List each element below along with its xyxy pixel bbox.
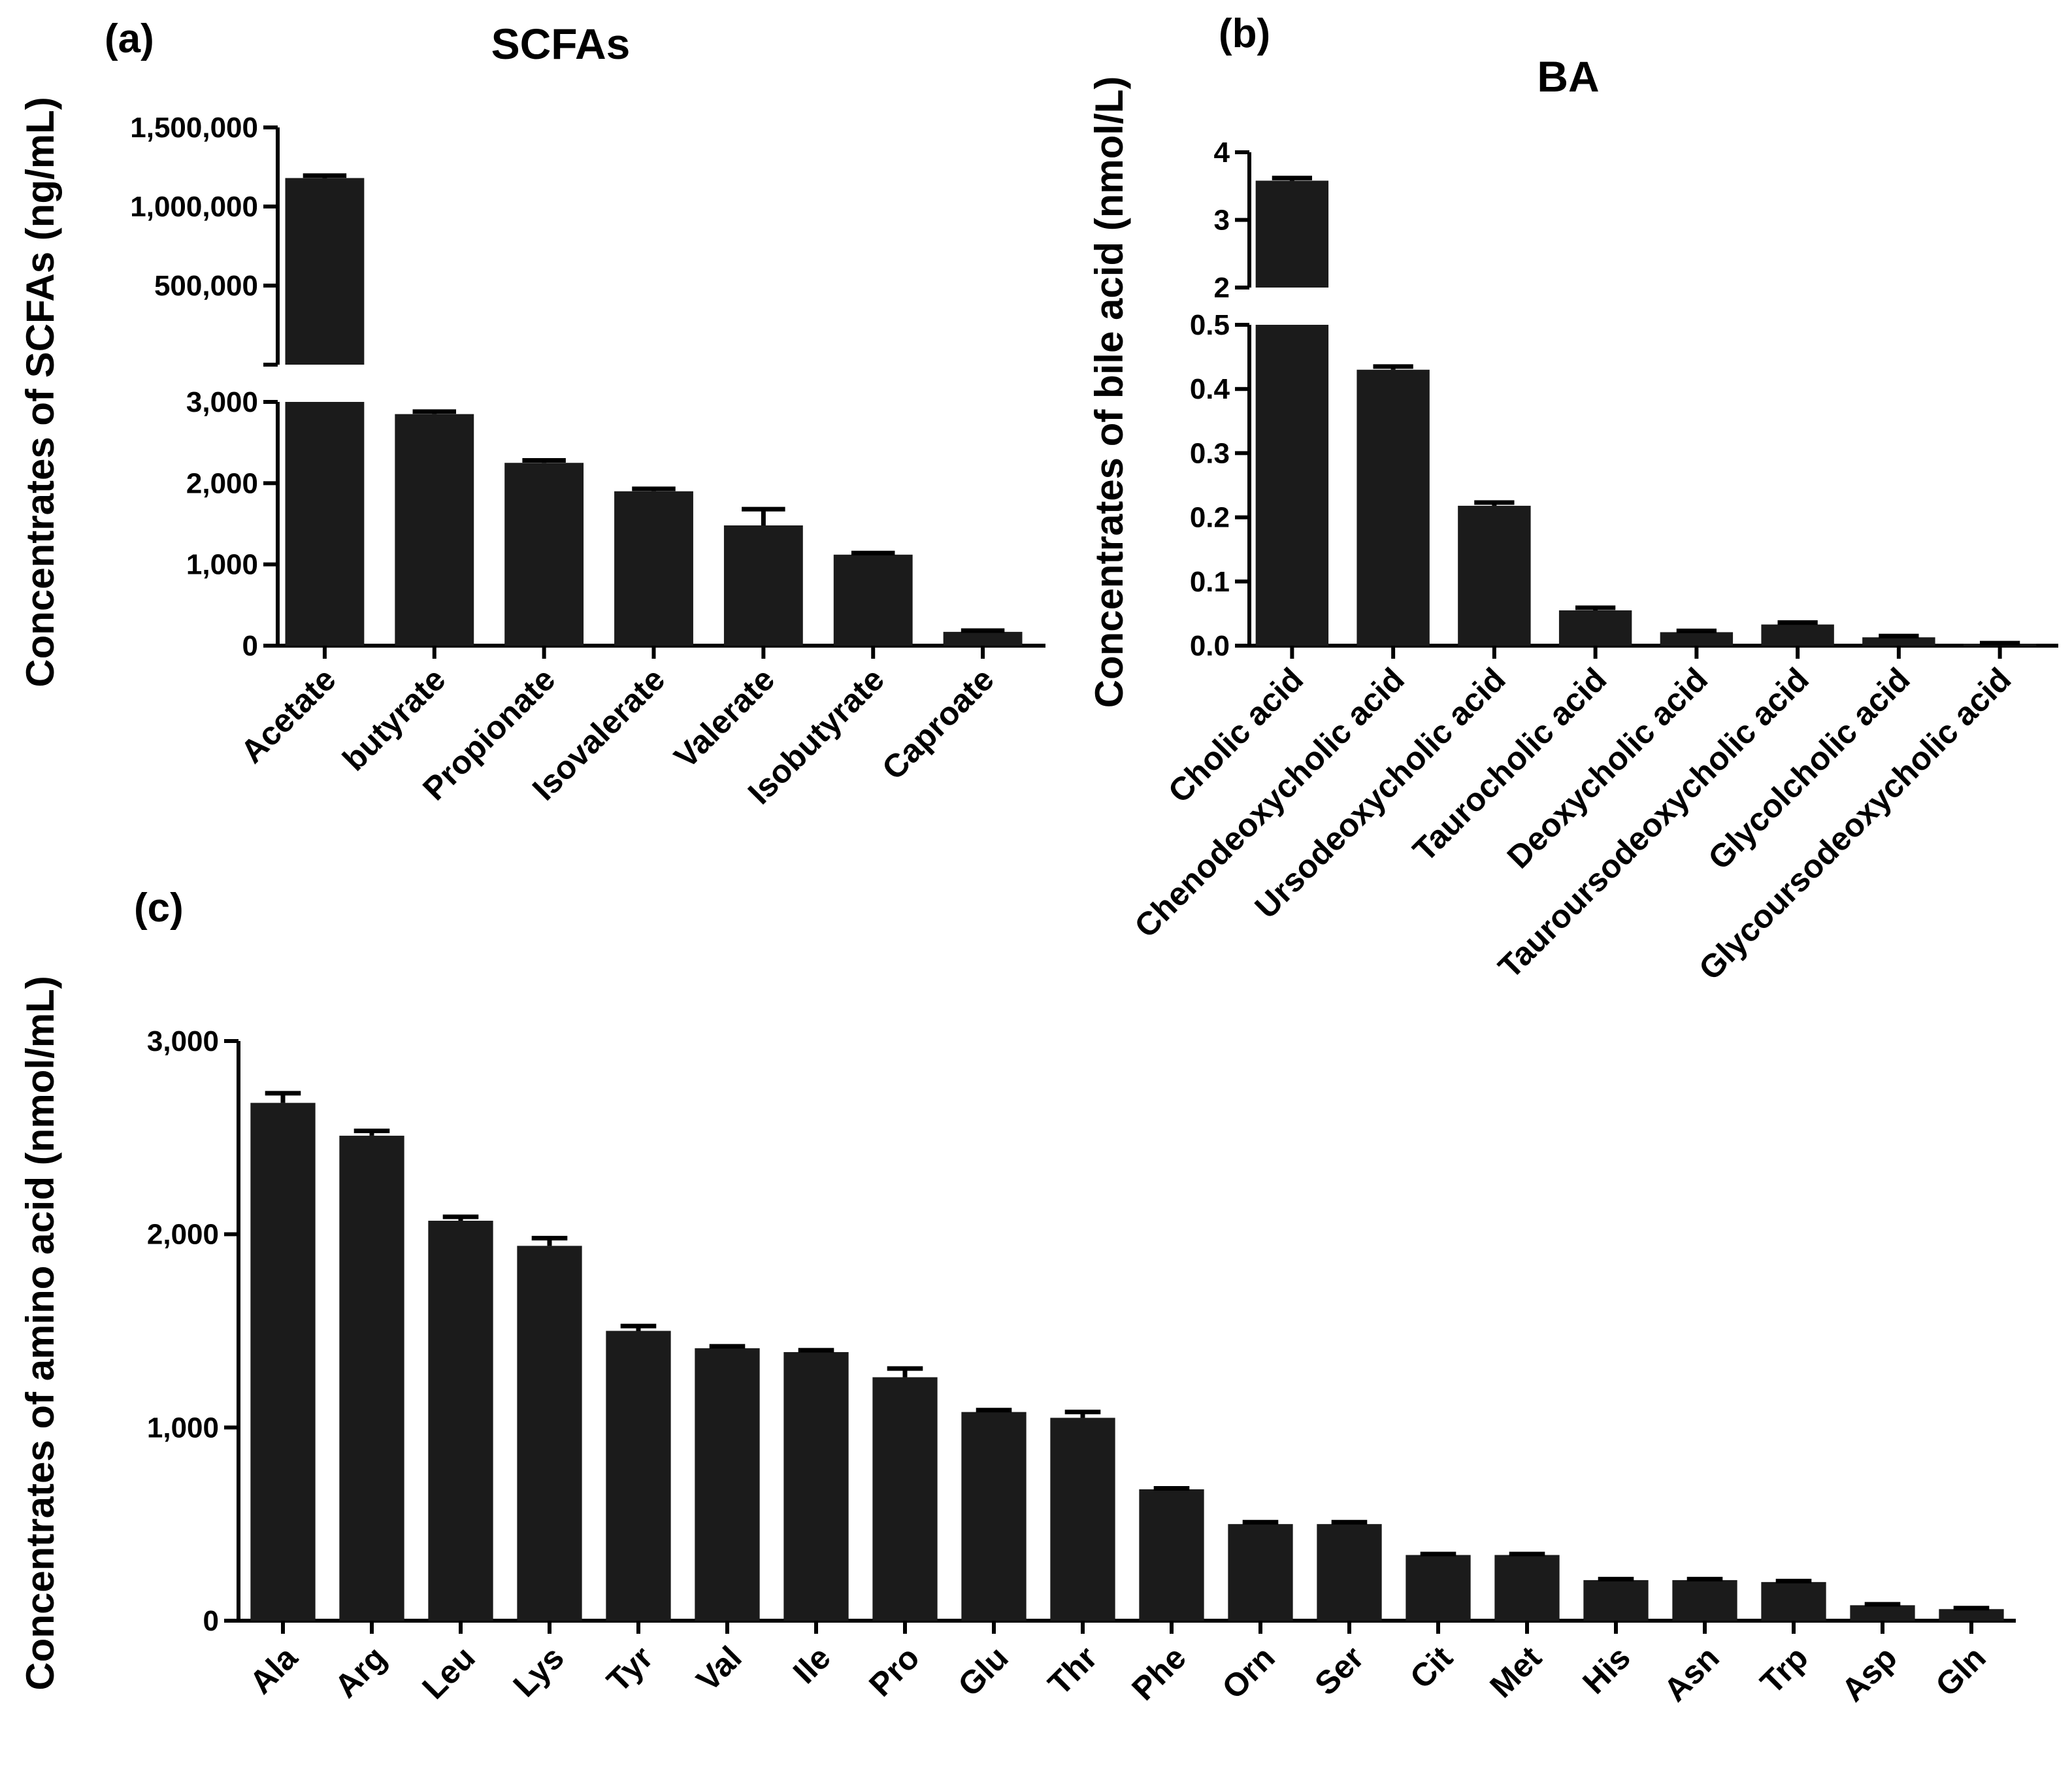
y-tick-label: 2,000 bbox=[186, 467, 258, 499]
category-label: Acetate bbox=[233, 661, 342, 770]
bar-chenodeoxycholic-acid bbox=[1357, 369, 1430, 646]
y-tick-label-upper: 2 bbox=[1214, 272, 1230, 304]
y-tick-label: 0 bbox=[242, 630, 258, 662]
category-label: Pro bbox=[862, 1639, 927, 1704]
category-label: Valerate bbox=[667, 661, 781, 775]
category-label: Gln bbox=[1928, 1639, 1993, 1704]
bar-ursodeoxycholic-acid bbox=[1458, 505, 1531, 646]
y-tick-label-upper: 500,000 bbox=[154, 270, 258, 302]
category-label: Leu bbox=[415, 1639, 482, 1706]
y-tick-label: 2,000 bbox=[147, 1219, 219, 1251]
y-tick-label: 3,000 bbox=[186, 386, 258, 418]
category-label: Ala bbox=[242, 1638, 304, 1700]
bar-arg bbox=[339, 1135, 404, 1621]
category-label: Val bbox=[689, 1639, 749, 1698]
bar-his bbox=[1583, 1580, 1649, 1621]
y-tick-label: 3,000 bbox=[147, 1025, 219, 1057]
bar-ile bbox=[783, 1352, 849, 1621]
bar-valerate bbox=[723, 525, 803, 646]
bar-propionate bbox=[504, 463, 584, 646]
bar-lys bbox=[517, 1246, 582, 1621]
panel-label: (b) bbox=[1219, 11, 1270, 56]
bar-met bbox=[1494, 1555, 1560, 1621]
bar-cholic-acid-lower bbox=[1255, 325, 1329, 646]
category-label: His bbox=[1575, 1639, 1637, 1701]
category-label: Tyr bbox=[600, 1639, 660, 1699]
category-label: butyrate bbox=[335, 661, 452, 778]
y-tick-label: 1,000 bbox=[186, 549, 258, 581]
category-label: Ser bbox=[1307, 1639, 1371, 1702]
bar-acetate-lower bbox=[285, 402, 365, 646]
category-label: Ile bbox=[786, 1639, 838, 1691]
bar-cholic-acid bbox=[1255, 180, 1329, 288]
category-label: Arg bbox=[327, 1639, 393, 1704]
y-tick-label: 0.5 bbox=[1190, 309, 1230, 341]
category-label: Asn bbox=[1656, 1639, 1726, 1708]
bar-ser bbox=[1317, 1524, 1382, 1621]
chart-title: BA bbox=[1537, 52, 1599, 101]
bar-asp bbox=[1850, 1605, 1915, 1621]
bar-deoxycholic-acid bbox=[1660, 632, 1734, 646]
y-axis-label: Concentrates of bile acid (nmol/L) bbox=[1087, 76, 1131, 708]
panel-b-bile-acid: (b) BA Concentrates of bile acid (nmol/L) 0… bbox=[1087, 11, 2058, 987]
bar-phe bbox=[1139, 1489, 1204, 1621]
bar-cit bbox=[1406, 1555, 1471, 1621]
bar-thr bbox=[1050, 1417, 1115, 1621]
y-tick-label-upper: 1,500,000 bbox=[130, 112, 258, 144]
panel-a-scfas: (a) SCFAs Concentrates of SCFAs (ng/mL) 0 1,… bbox=[18, 16, 1045, 811]
bar-tauroursodeoxycholic-acid bbox=[1761, 624, 1834, 646]
y-tick-label: 0.0 bbox=[1190, 630, 1230, 662]
category-label: Lys bbox=[506, 1639, 571, 1704]
bar-isovalerate bbox=[614, 491, 693, 646]
y-axis-label: Concentrates of amino acid (nmol/mL) bbox=[18, 976, 62, 1690]
y-tick-label-upper: 4 bbox=[1214, 137, 1230, 169]
bar-pro bbox=[872, 1377, 938, 1621]
y-tick-label: 0.4 bbox=[1190, 373, 1230, 405]
bar-acetate bbox=[285, 178, 365, 365]
bar-gln bbox=[1939, 1609, 2004, 1621]
bar-val bbox=[695, 1348, 760, 1621]
category-label: Orn bbox=[1215, 1639, 1281, 1706]
panel-label: (a) bbox=[105, 16, 154, 61]
y-axis-label: Concentrates of SCFAs (ng/mL) bbox=[18, 97, 62, 687]
bar-orn bbox=[1228, 1524, 1293, 1621]
category-label: Taurocholic acid bbox=[1406, 661, 1613, 869]
y-tick-label: 0.1 bbox=[1190, 566, 1230, 598]
category-label: Thr bbox=[1041, 1639, 1104, 1702]
category-label: Met bbox=[1483, 1639, 1549, 1705]
category-label: Asp bbox=[1834, 1639, 1903, 1708]
bar-asn bbox=[1672, 1580, 1737, 1621]
y-tick-label: 0 bbox=[203, 1605, 219, 1637]
y-tick-label: 0.3 bbox=[1190, 437, 1230, 469]
panel-c-amino-acid: (c) Concentrates of amino acid (nmol/mL) 0… bbox=[18, 886, 2016, 1709]
category-label: Cit bbox=[1403, 1639, 1460, 1696]
y-tick-label: 0.2 bbox=[1190, 502, 1230, 534]
chart-title: SCFAs bbox=[491, 20, 631, 68]
panel-label: (c) bbox=[134, 886, 184, 931]
bar-ala bbox=[250, 1102, 316, 1621]
category-label: Caproate bbox=[875, 661, 1001, 787]
bar-trp bbox=[1761, 1581, 1826, 1621]
bar-glu bbox=[961, 1412, 1027, 1621]
y-tick-label-upper: 3 bbox=[1214, 205, 1230, 237]
bar-glycolcholic-acid bbox=[1862, 637, 1935, 646]
bar-tyr bbox=[606, 1331, 671, 1621]
bar-butyrate bbox=[395, 414, 474, 646]
y-tick-label-upper: 1,000,000 bbox=[130, 191, 258, 223]
bar-isobutyrate bbox=[833, 554, 913, 646]
y-tick-label: 1,000 bbox=[147, 1412, 219, 1444]
bar-caproate bbox=[943, 631, 1023, 646]
category-label: Phe bbox=[1125, 1639, 1192, 1707]
bar-taurocholic-acid bbox=[1558, 610, 1632, 646]
bar-leu bbox=[428, 1220, 493, 1621]
category-label: Glu bbox=[951, 1639, 1015, 1704]
category-label: Trp bbox=[1753, 1639, 1815, 1701]
